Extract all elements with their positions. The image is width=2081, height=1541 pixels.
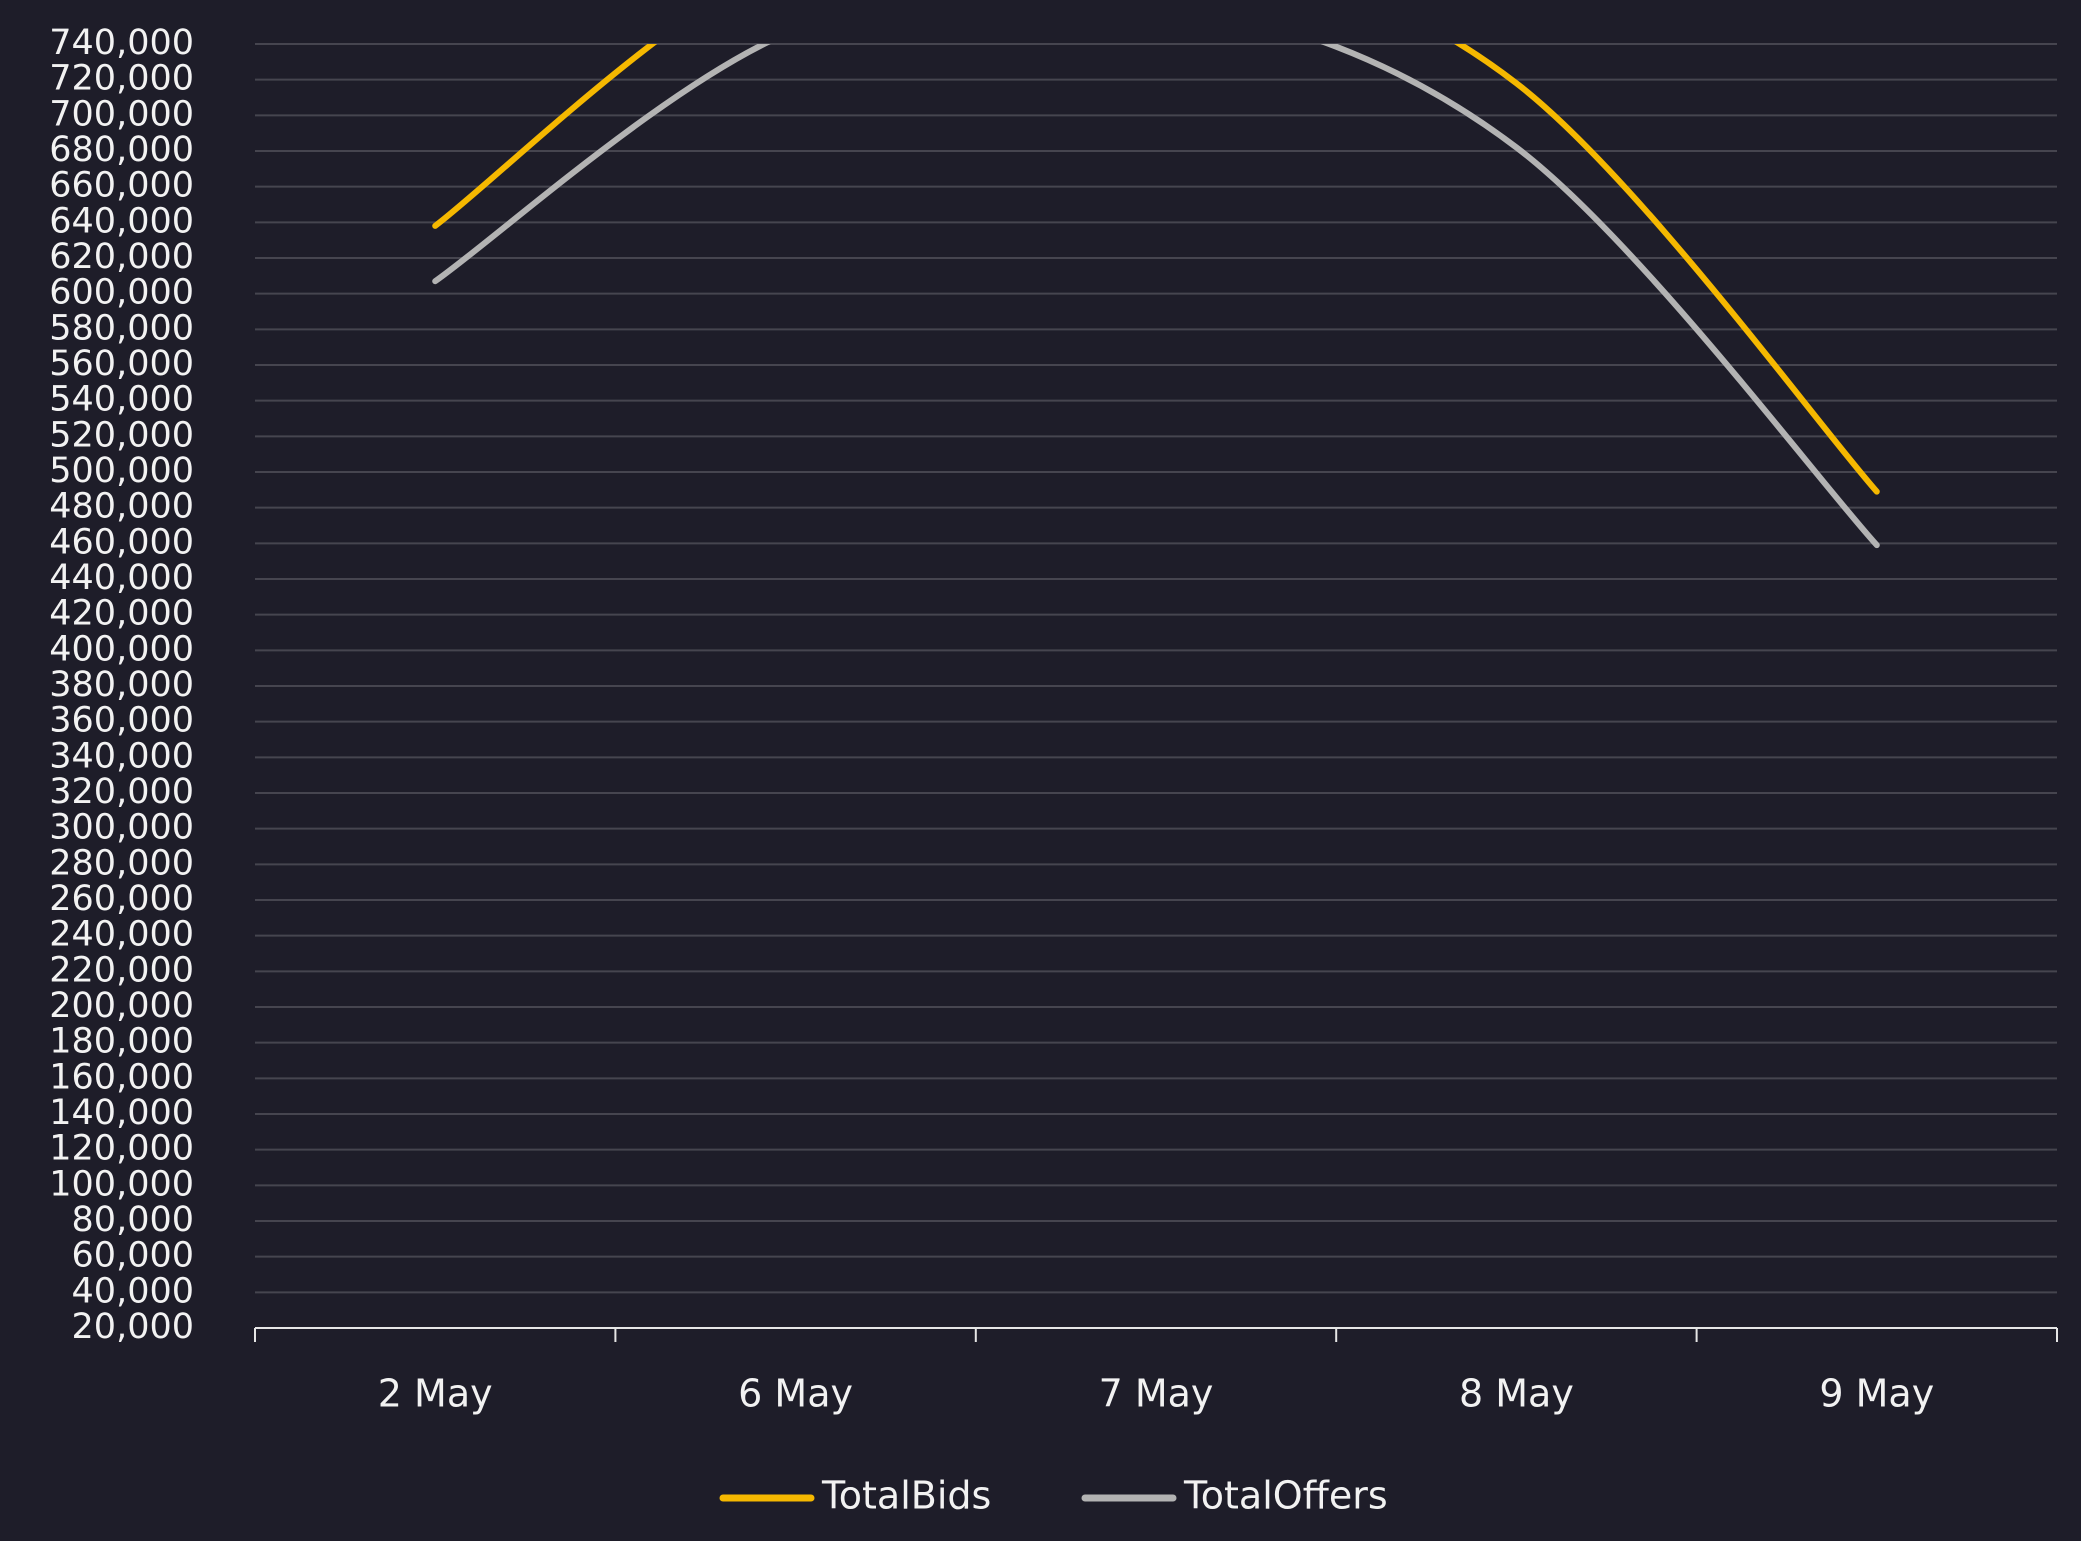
y-tick-label: 480,000 [49, 487, 194, 527]
y-tick-label: 280,000 [49, 843, 194, 883]
y-tick-label: 540,000 [49, 380, 194, 420]
plot-area [432, 44, 1880, 549]
y-tick-label: 620,000 [49, 237, 194, 277]
y-tick-label: 680,000 [49, 130, 194, 170]
y-tick-label: 640,000 [49, 201, 194, 241]
y-tick-label: 700,000 [49, 94, 194, 134]
y-tick-label: 60,000 [72, 1236, 194, 1276]
y-tick-label: 740,000 [49, 23, 194, 63]
y-tick-label: 100,000 [49, 1164, 194, 1204]
y-tick-label: 80,000 [72, 1200, 194, 1240]
y-tick-label: 120,000 [49, 1129, 194, 1169]
y-tick-label: 600,000 [49, 273, 194, 313]
y-tick-label: 240,000 [49, 915, 194, 955]
y-tick-label: 40,000 [72, 1271, 194, 1311]
y-tick-label: 20,000 [72, 1307, 194, 1347]
x-tick-label: 2 May [378, 1372, 493, 1416]
legend-label: TotalBids [821, 1474, 991, 1518]
y-tick-label: 220,000 [49, 950, 194, 990]
x-tick-label: 9 May [1819, 1372, 1934, 1416]
y-tick-label: 360,000 [49, 701, 194, 741]
series-line [432, 44, 1880, 549]
legend-label: TotalOffers [1183, 1474, 1388, 1518]
y-tick-label: 180,000 [49, 1022, 194, 1062]
y-tick-label: 380,000 [49, 665, 194, 705]
y-tick-label: 400,000 [49, 629, 194, 669]
y-tick-label: 300,000 [49, 808, 194, 848]
series-line [432, 44, 1880, 495]
y-tick-label: 520,000 [49, 415, 194, 455]
y-tick-label: 500,000 [49, 451, 194, 491]
x-tick-label: 6 May [738, 1372, 853, 1416]
y-tick-label: 720,000 [49, 59, 194, 99]
x-tick-label: 8 May [1459, 1372, 1574, 1416]
y-tick-label: 260,000 [49, 879, 194, 919]
y-tick-label: 160,000 [49, 1057, 194, 1097]
y-tick-label: 660,000 [49, 166, 194, 206]
y-tick-label: 140,000 [49, 1093, 194, 1133]
y-tick-label: 420,000 [49, 594, 194, 634]
y-tick-label: 200,000 [49, 986, 194, 1026]
x-tick-label: 7 May [1099, 1372, 1214, 1416]
y-tick-label: 560,000 [49, 344, 194, 384]
y-tick-label: 440,000 [49, 558, 194, 598]
y-tick-label: 340,000 [49, 736, 194, 776]
y-tick-label: 320,000 [49, 772, 194, 812]
y-tick-label: 460,000 [49, 522, 194, 562]
y-tick-label: 580,000 [49, 308, 194, 348]
